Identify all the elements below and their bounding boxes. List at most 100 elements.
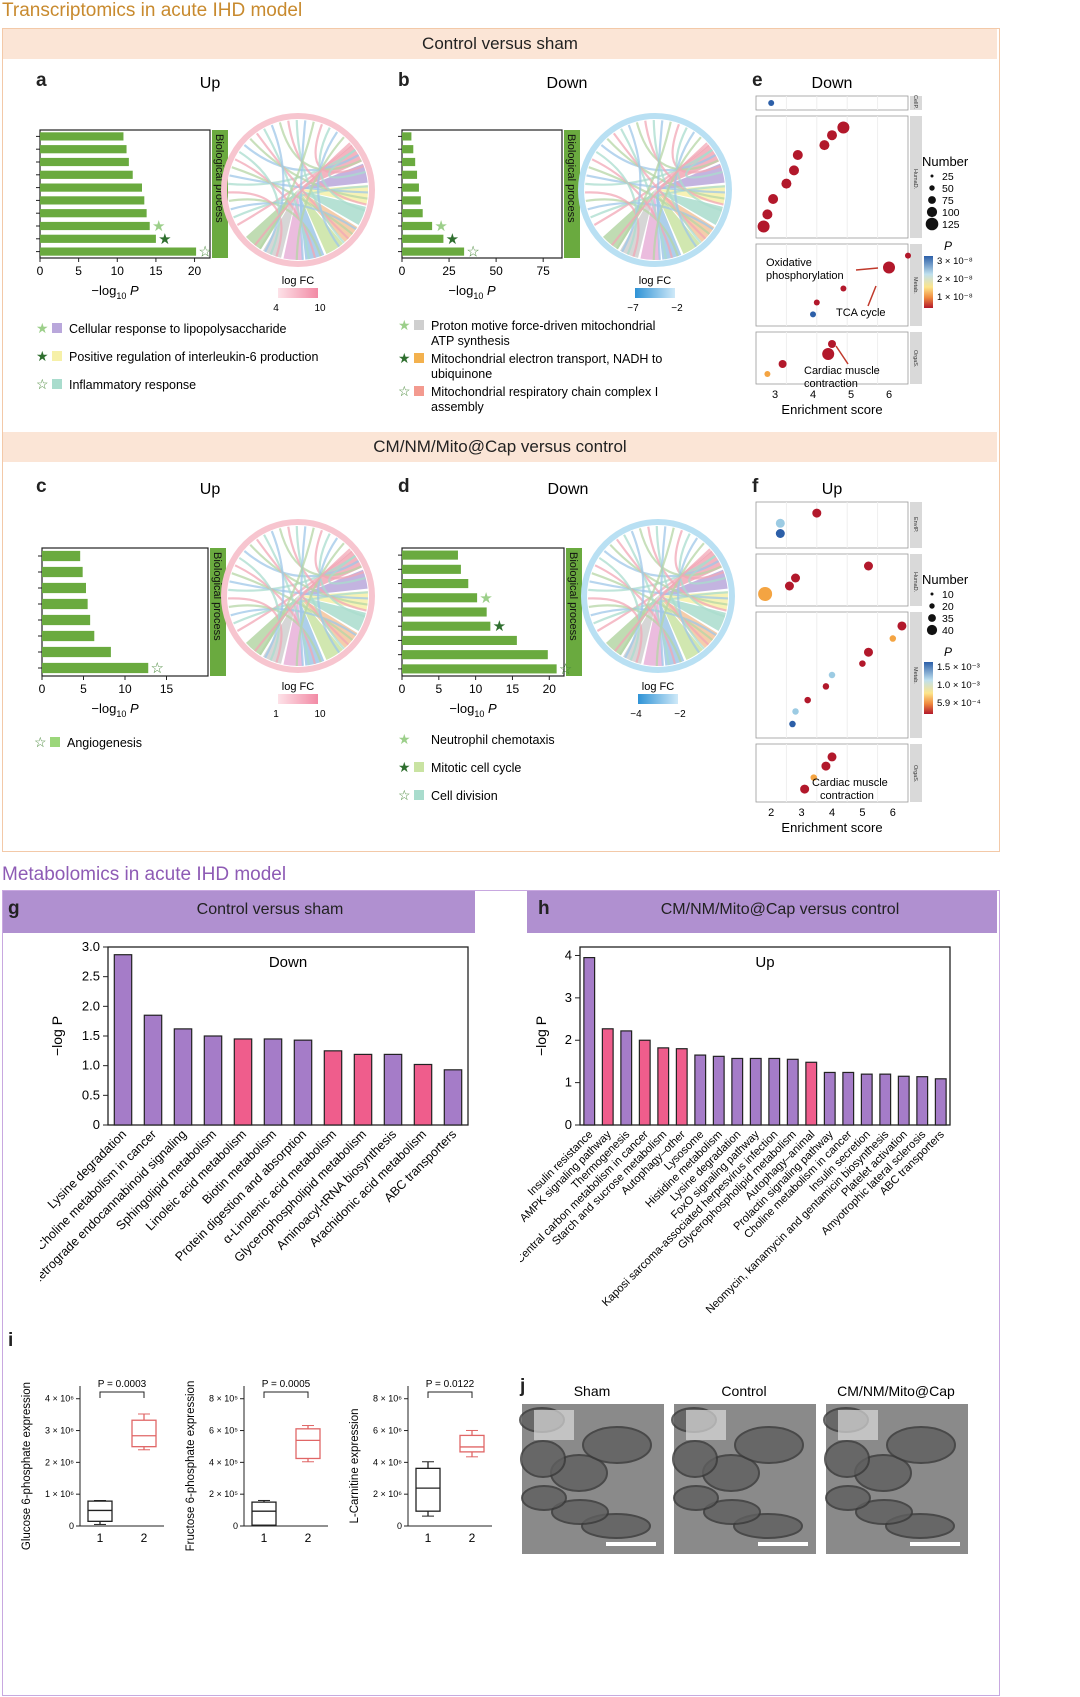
- panel-j-light-area-1: [686, 1410, 726, 1440]
- panel-d-chord-link-17: [655, 525, 705, 650]
- panel-f-point-8: [889, 635, 897, 642]
- panel-c-logfc-min: 1: [273, 709, 279, 720]
- panel-f-point-14: [792, 708, 799, 715]
- panel-d-legend-text-2: Cell division: [431, 789, 498, 803]
- panel-a-legend-swatch-0: [52, 323, 62, 333]
- panel-a-chord-link-19: [258, 121, 315, 250]
- panel-i1-ytick-label-3: 3 × 10⁶: [45, 1426, 74, 1436]
- panel-b-side-strip: [564, 130, 580, 258]
- panel-f-point-10: [859, 660, 866, 667]
- panel-c-side-strip: [210, 548, 226, 676]
- panel-b-chord-link-15: [635, 122, 719, 171]
- panel-b-star-0: ★: [434, 218, 447, 235]
- panel-a-xtick-label-2: 10: [111, 264, 125, 278]
- panel-d-bar-5: [402, 621, 491, 631]
- panel-b-bar-7: [402, 221, 433, 231]
- panel-b-bar-1: [402, 145, 414, 154]
- panel-c-chord-link-7: [231, 572, 354, 641]
- panel-a-chord-link-15: [278, 122, 362, 171]
- section-title-transcriptomics: Transcriptomics in acute IHD model: [2, 0, 303, 21]
- panel-f-point-11: [828, 671, 836, 679]
- panel-e-xlabel: Enrichment score: [781, 402, 882, 417]
- panel-b-bar-2: [402, 157, 416, 167]
- panel-f-number-label-1: 20: [942, 601, 954, 613]
- panel-a-star-1: ★: [158, 231, 171, 248]
- panel-d-xtick-label-0: 0: [399, 682, 406, 696]
- panel-e-point-4: [781, 178, 792, 189]
- panel-i2-box-1: [295, 1428, 321, 1460]
- panel-d-chord-ring: [581, 519, 735, 673]
- panel-f-facet-label-3: OrgaS.: [912, 765, 918, 783]
- panel-i2-ytick-label-3: 6 × 10⁵: [209, 1426, 238, 1436]
- panel-c-bar-2: [42, 582, 86, 594]
- panel-g-bar-0: [113, 954, 133, 1126]
- section-title-metabolomics: Metabolomics in acute IHD model: [2, 864, 287, 885]
- panel-e-number-label-0: 25: [942, 171, 954, 183]
- panel-c-chord-link-1: [233, 591, 368, 625]
- panel-letter-g: g: [8, 898, 20, 919]
- panel-h-bar-3: [638, 1039, 651, 1126]
- panel-h-bar-0: [583, 956, 596, 1126]
- panel-g-ytick-label-2: 1.0: [82, 1058, 100, 1073]
- panel-e-facet-strip-2: [910, 244, 922, 326]
- panel-g-bar-2: [173, 1028, 193, 1126]
- panel-d-chord-link-19: [618, 527, 675, 656]
- panel-e-annot-oxphos-2: phosphorylation: [766, 270, 844, 282]
- panel-c-chord-sector-5: [298, 596, 343, 660]
- panel-f-xtick-4: 6: [890, 807, 896, 819]
- panel-h-bar-6: [694, 1054, 707, 1126]
- panel-b-logfc-bar: [635, 288, 675, 298]
- panel-e-point-9: [837, 121, 850, 134]
- panel-c-bar-1: [42, 566, 83, 578]
- panel-d-chord-link-23: [655, 542, 705, 667]
- panel-d-legend-star-0: ★: [398, 731, 411, 747]
- panel-e-point-0: [768, 100, 775, 106]
- panel-f-facet-label-2: Metab.: [912, 667, 918, 684]
- panel-e-facet-strip-0: [910, 96, 922, 110]
- panel-a-logfc-bar: [278, 288, 318, 298]
- panel-i-glucose-chart: 0 1 × 10⁶ 2 × 10⁶ 3 × 10⁶ 4 × 10⁶ Glucose 6-p…: [21, 1379, 164, 1550]
- panel-i1-box-0: [87, 1500, 113, 1522]
- panel-e-facet-2: [755, 243, 909, 327]
- panel-a-bar-6: [40, 209, 147, 218]
- band-g: [3, 891, 475, 933]
- panel-g-ytick-label-1: 0.5: [82, 1087, 100, 1102]
- panel-f-point-15: [789, 720, 796, 728]
- panel-e-annot-arrow-2: [867, 285, 877, 307]
- panel-a-chord-sector-5: [298, 190, 343, 254]
- band-cm-vs-control: CM/NM/Mito@Cap versus control: [3, 432, 997, 462]
- panel-g-bar-9: [383, 1053, 403, 1126]
- panel-d-chord-link-3: [588, 604, 682, 663]
- panel-e-point-10: [905, 252, 911, 259]
- panel-c-chord: [221, 519, 375, 673]
- panel-b-title: Down: [547, 75, 588, 92]
- panel-a-bar-0: [40, 132, 124, 141]
- panel-b-chord-link-9: [595, 150, 638, 255]
- panel-a-chord-link-3: [228, 198, 322, 257]
- panel-c-xtick-label-3: 15: [160, 682, 174, 696]
- panel-letter-j: j: [520, 1376, 526, 1397]
- panel-e-point-6: [792, 150, 803, 160]
- panel-a-star-0: ★: [152, 218, 165, 235]
- panel-a-side-strip: [212, 130, 228, 258]
- panel-f-facet-1: [755, 553, 909, 607]
- panel-i1-pvalue: P = 0.0003: [98, 1379, 147, 1390]
- panel-c-bar-3: [42, 598, 88, 610]
- panel-b-legend-star-2: ☆: [398, 383, 411, 399]
- panel-a-chord: [221, 113, 375, 267]
- panel-e-number-label-4: 125: [942, 219, 960, 231]
- panel-j-label-2: CM/NM/Mito@Cap: [837, 1383, 955, 1399]
- panel-c-bar-5: [42, 630, 95, 642]
- panel-b-chord-link-23: [652, 136, 702, 261]
- panel-i3-ytick-label-0: 0: [397, 1521, 402, 1531]
- panel-g-ytick-label-4: 2.0: [82, 998, 100, 1013]
- panel-a-xtick-label-1: 5: [75, 264, 82, 278]
- panel-c-xtick-label-0: 0: [39, 682, 46, 696]
- panel-b-star-1: ★: [446, 231, 459, 248]
- panel-g-bar-3: [203, 1035, 223, 1126]
- panel-f-point-12: [822, 683, 830, 690]
- panel-j-mito-2-4: [855, 1499, 913, 1525]
